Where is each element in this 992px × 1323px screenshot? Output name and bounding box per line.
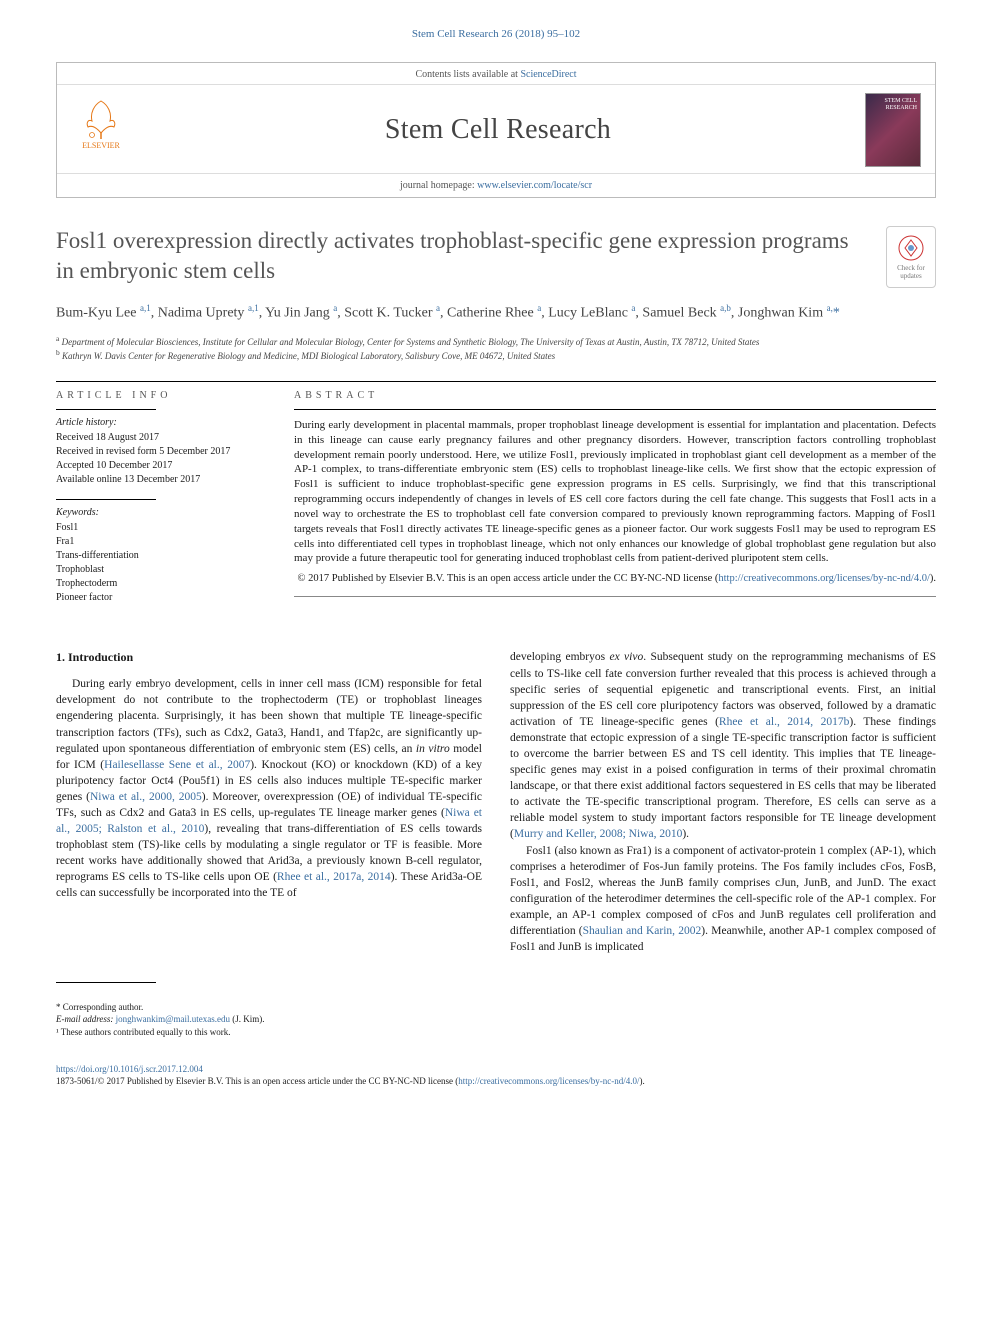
history-label: Article history: — [56, 416, 266, 430]
footnotes: * Corresponding author. E-mail address: … — [56, 1001, 482, 1039]
rule — [294, 596, 936, 597]
elsevier-logo: ELSEVIER — [71, 95, 131, 165]
affiliations: a Department of Molecular Biosciences, I… — [56, 334, 936, 363]
email-link[interactable]: jonghwankim@mail.utexas.edu — [116, 1014, 230, 1024]
homepage-line: journal homepage: www.elsevier.com/locat… — [57, 174, 935, 197]
rule — [56, 381, 936, 382]
body-paragraph: developing embryos ex vivo. Subsequent s… — [510, 649, 936, 842]
body-paragraph: Fosl1 (also known as Fra1) is a componen… — [510, 843, 936, 956]
info-heading: ARTICLE INFO — [56, 390, 266, 401]
column-left: 1. Introduction During early embryo deve… — [56, 649, 482, 1038]
keyword: Trans-differentiation — [56, 549, 266, 563]
journal-masthead: Contents lists available at ScienceDirec… — [56, 62, 936, 198]
journal-title: Stem Cell Research — [385, 114, 611, 146]
footer-license-line: 1873-5061/© 2017 Published by Elsevier B… — [56, 1076, 936, 1086]
history-line: Available online 13 December 2017 — [56, 473, 266, 487]
updates-icon — [897, 234, 925, 262]
info-abstract-row: ARTICLE INFO Article history: Received 1… — [56, 390, 936, 622]
running-head: Stem Cell Research 26 (2018) 95–102 — [56, 28, 936, 40]
abstract: ABSTRACT During early development in pla… — [294, 390, 936, 622]
abstract-heading: ABSTRACT — [294, 390, 936, 401]
email-label: E-mail address: — [56, 1014, 113, 1024]
authors: Bum-Kyu Lee a,1, Nadima Uprety a,1, Yu J… — [56, 302, 936, 324]
sciencedirect-link[interactable]: ScienceDirect — [520, 69, 576, 80]
history-line: Received in revised form 5 December 2017 — [56, 445, 266, 459]
history-line: Accepted 10 December 2017 — [56, 459, 266, 473]
journal-cover-thumb: STEM CELL RESEARCH — [865, 93, 921, 167]
keyword: Pioneer factor — [56, 591, 266, 605]
keyword: Trophoblast — [56, 563, 266, 577]
copyright-line: © 2017 Published by Elsevier B.V. This i… — [294, 572, 936, 586]
keywords-label: Keywords: — [56, 506, 266, 520]
history-line: Received 18 August 2017 — [56, 431, 266, 445]
article-head: Fosl1 overexpression directly activates … — [56, 226, 936, 288]
homepage-link[interactable]: www.elsevier.com/locate/scr — [477, 180, 592, 191]
homepage-pre: journal homepage: — [400, 180, 477, 191]
contents-line: Contents lists available at ScienceDirec… — [57, 63, 935, 84]
cover-text: STEM CELL RESEARCH — [866, 98, 917, 111]
column-right: developing embryos ex vivo. Subsequent s… — [510, 649, 936, 1038]
copyright-text: © 2017 Published by Elsevier B.V. This i… — [298, 573, 719, 584]
footer-pre: 1873-5061/© 2017 Published by Elsevier B… — [56, 1076, 458, 1086]
article-title: Fosl1 overexpression directly activates … — [56, 226, 886, 286]
history-block: Article history: Received 18 August 2017… — [56, 416, 266, 487]
equal-contrib-note: ¹ These authors contributed equally to t… — [56, 1026, 482, 1039]
section-heading-intro: 1. Introduction — [56, 649, 482, 666]
masthead-mid: ELSEVIER Stem Cell Research STEM CELL RE… — [57, 84, 935, 174]
copyright-close: ). — [930, 573, 936, 584]
short-rule — [56, 409, 156, 410]
keyword: Trophectoderm — [56, 577, 266, 591]
doi-link[interactable]: https://doi.org/10.1016/j.scr.2017.12.00… — [56, 1064, 203, 1074]
body-paragraph: During early embryo development, cells i… — [56, 676, 482, 901]
license-link[interactable]: http://creativecommons.org/licenses/by-n… — [718, 573, 930, 584]
page-footer: https://doi.org/10.1016/j.scr.2017.12.00… — [56, 1064, 936, 1086]
keyword: Fra1 — [56, 535, 266, 549]
keyword: Fosl1 — [56, 521, 266, 535]
email-who: (J. Kim). — [232, 1014, 264, 1024]
article-info: ARTICLE INFO Article history: Received 1… — [56, 390, 266, 622]
email-note: E-mail address: jonghwankim@mail.utexas.… — [56, 1013, 482, 1026]
abstract-text: During early development in placental ma… — [294, 418, 936, 566]
footer-license-link[interactable]: http://creativecommons.org/licenses/by-n… — [458, 1076, 639, 1086]
updates-label: Check for updates — [887, 264, 935, 280]
footnote-rule — [56, 982, 156, 983]
check-updates-badge[interactable]: Check for updates — [886, 226, 936, 288]
body-columns: 1. Introduction During early embryo deve… — [56, 649, 936, 1038]
elsevier-tree-icon — [80, 95, 122, 141]
keywords-block: Keywords: Fosl1Fra1Trans-differentiation… — [56, 506, 266, 605]
footer-post: ). — [640, 1076, 645, 1086]
rule — [294, 409, 936, 410]
contents-pre: Contents lists available at — [415, 69, 520, 80]
elsevier-text: ELSEVIER — [82, 141, 120, 150]
short-rule — [56, 499, 156, 500]
page: Stem Cell Research 26 (2018) 95–102 Cont… — [0, 0, 992, 1126]
corresponding-note: * Corresponding author. — [56, 1001, 482, 1014]
